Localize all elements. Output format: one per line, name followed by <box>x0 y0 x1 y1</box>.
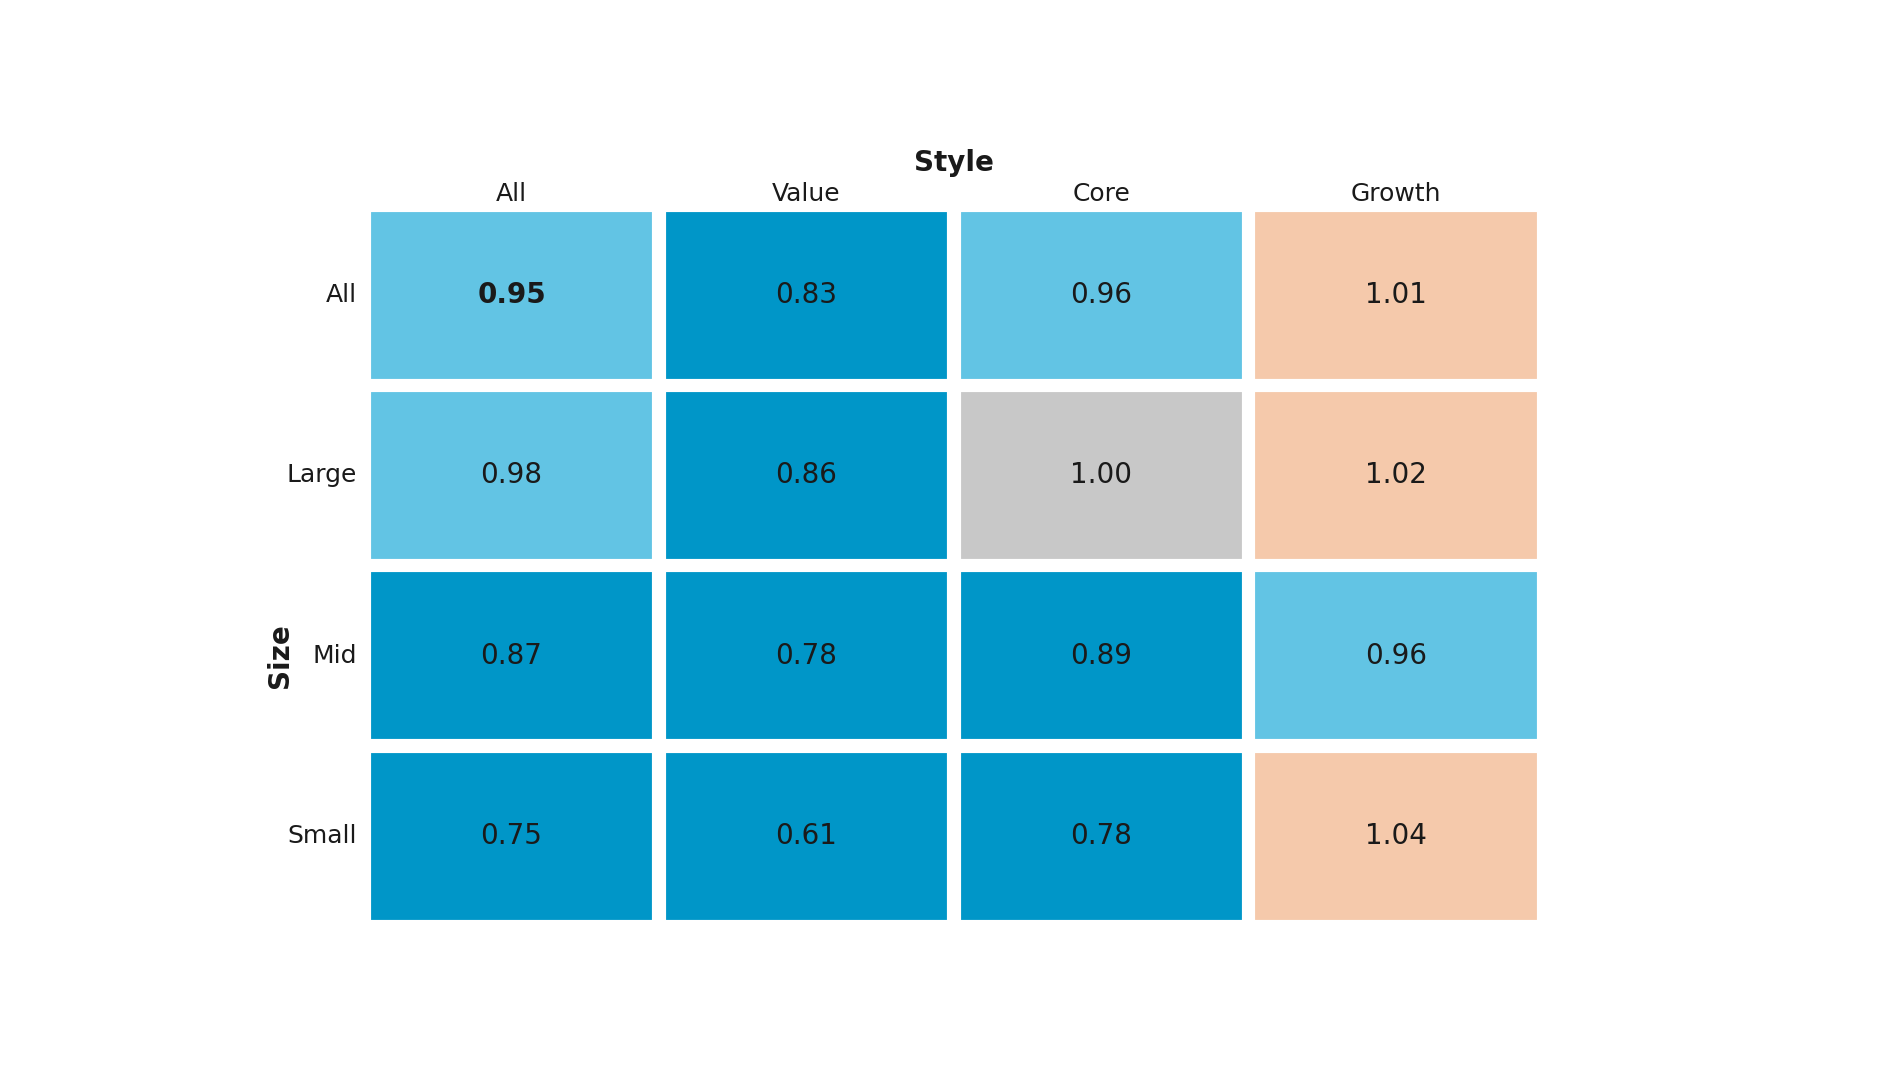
FancyBboxPatch shape <box>368 390 654 561</box>
Text: Style: Style <box>914 149 994 177</box>
Text: 0.98: 0.98 <box>480 462 542 489</box>
Text: 0.87: 0.87 <box>480 642 542 669</box>
FancyBboxPatch shape <box>1253 570 1540 742</box>
Text: Growth: Growth <box>1352 182 1441 206</box>
FancyBboxPatch shape <box>664 210 950 381</box>
FancyBboxPatch shape <box>368 210 654 381</box>
Text: Small: Small <box>288 824 356 849</box>
Text: 0.89: 0.89 <box>1071 642 1132 669</box>
Text: 1.01: 1.01 <box>1365 281 1428 309</box>
Text: Core: Core <box>1073 182 1130 206</box>
FancyBboxPatch shape <box>959 750 1244 922</box>
Text: 1.04: 1.04 <box>1365 822 1428 851</box>
FancyBboxPatch shape <box>664 390 950 561</box>
FancyBboxPatch shape <box>959 390 1244 561</box>
FancyBboxPatch shape <box>664 570 950 742</box>
Text: Value: Value <box>772 182 840 206</box>
Text: Size: Size <box>265 624 294 689</box>
Text: 0.83: 0.83 <box>775 281 838 309</box>
Text: Mid: Mid <box>313 644 356 668</box>
Text: 1.00: 1.00 <box>1071 462 1132 489</box>
Text: 0.75: 0.75 <box>480 822 542 851</box>
Text: Large: Large <box>286 464 356 487</box>
Text: 1.02: 1.02 <box>1365 462 1428 489</box>
FancyBboxPatch shape <box>664 750 950 922</box>
Text: 0.96: 0.96 <box>1071 281 1132 309</box>
Text: All: All <box>497 182 527 206</box>
FancyBboxPatch shape <box>1253 210 1540 381</box>
Text: 0.78: 0.78 <box>1071 822 1132 851</box>
Text: All: All <box>326 284 356 307</box>
FancyBboxPatch shape <box>959 570 1244 742</box>
FancyBboxPatch shape <box>1253 750 1540 922</box>
Text: 0.86: 0.86 <box>775 462 838 489</box>
Text: 0.61: 0.61 <box>775 822 838 851</box>
Text: 0.96: 0.96 <box>1365 642 1428 669</box>
Text: 0.78: 0.78 <box>775 642 838 669</box>
FancyBboxPatch shape <box>1253 390 1540 561</box>
Text: 0.95: 0.95 <box>478 281 546 309</box>
FancyBboxPatch shape <box>368 750 654 922</box>
FancyBboxPatch shape <box>959 210 1244 381</box>
FancyBboxPatch shape <box>368 570 654 742</box>
